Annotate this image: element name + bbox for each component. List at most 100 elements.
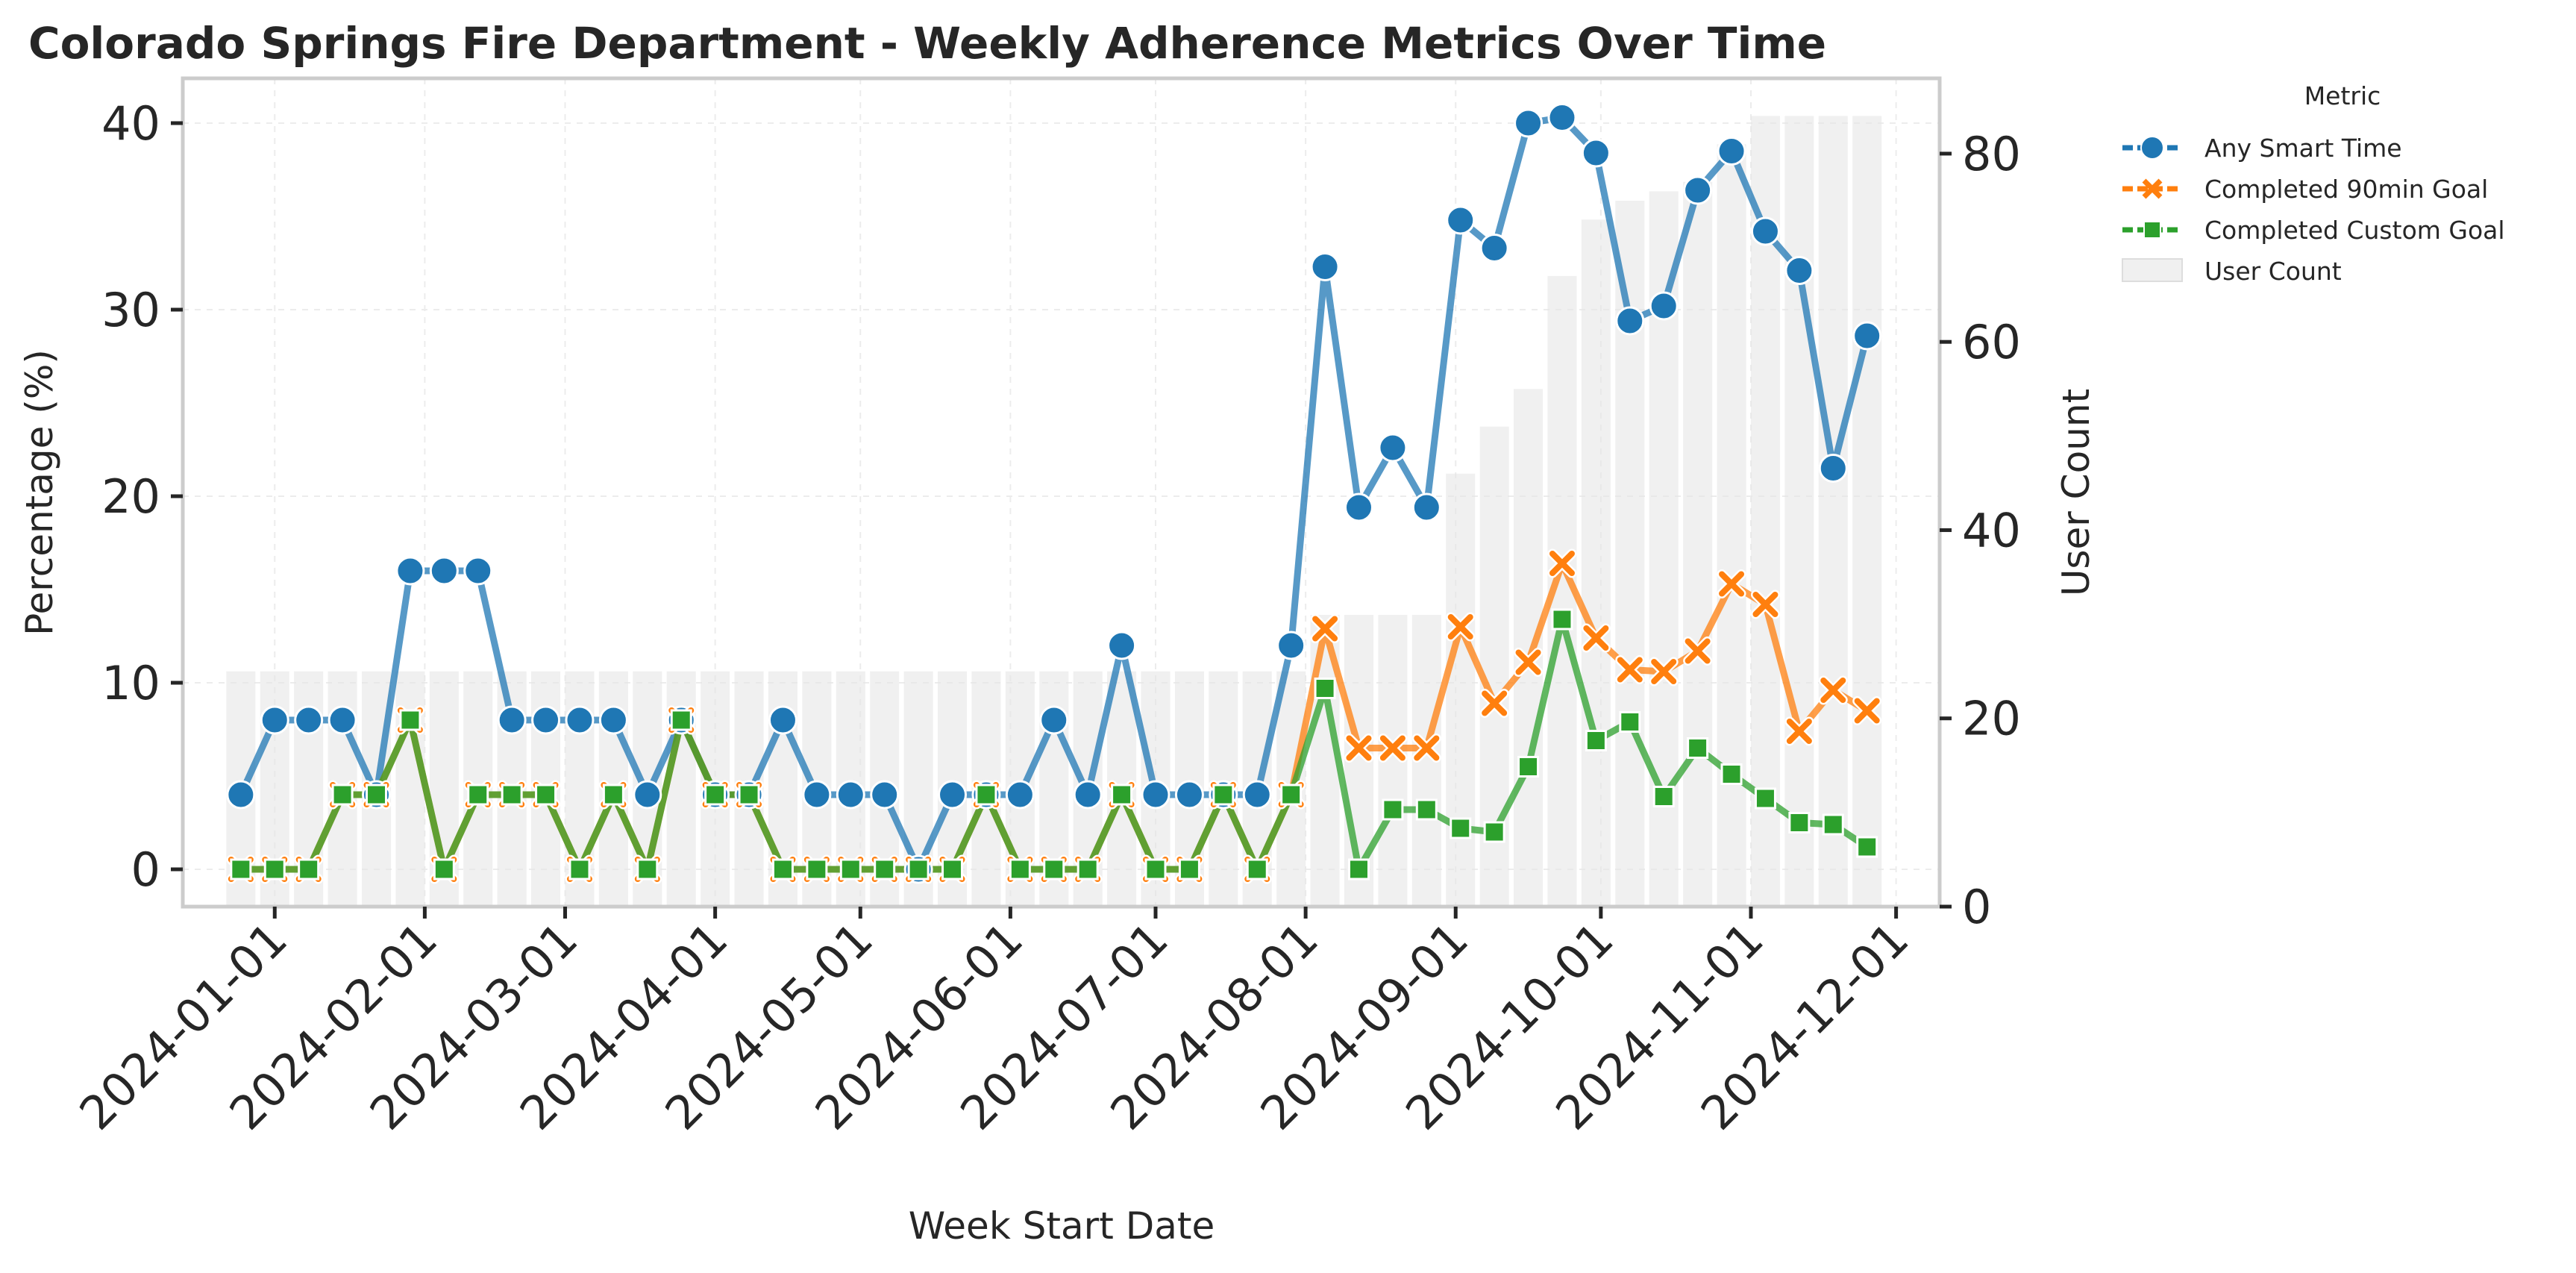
- point-90min-goal: [1414, 735, 1440, 761]
- point-any-smart-time: [531, 705, 561, 735]
- point-90min-goal: [1482, 690, 1508, 716]
- y-tick-label-right: 80: [1962, 127, 2021, 181]
- point-custom-goal: [907, 858, 930, 881]
- y-tick-label-left: 0: [131, 842, 160, 897]
- bar-user-count: [1750, 116, 1780, 907]
- point-any-smart-time: [226, 780, 256, 810]
- point-any-smart-time: [1750, 216, 1780, 246]
- point-90min-goal: [1447, 614, 1473, 639]
- point-custom-goal: [1619, 711, 1641, 733]
- point-custom-goal: [704, 783, 727, 806]
- point-custom-goal: [1687, 737, 1709, 759]
- series-lines: [226, 103, 1882, 884]
- point-custom-goal: [399, 709, 422, 731]
- y-tick-label-left: 20: [101, 469, 160, 524]
- point-any-smart-time: [768, 705, 797, 735]
- bar-user-count: [1717, 144, 1746, 907]
- point-any-smart-time: [870, 780, 900, 810]
- x-axis-label: Week Start Date: [909, 1204, 1215, 1248]
- point-90min-goal: [1651, 659, 1677, 684]
- point-90min-goal: [1346, 735, 1372, 761]
- point-90min-goal: [1583, 625, 1609, 651]
- bar-user-count: [1784, 116, 1814, 907]
- point-90min-goal: [1719, 571, 1745, 597]
- bar-user-count: [1683, 181, 1713, 907]
- point-any-smart-time: [836, 780, 865, 810]
- bar-user-count: [1446, 473, 1476, 907]
- point-any-smart-time: [1276, 631, 1306, 660]
- point-custom-goal: [1043, 858, 1065, 881]
- point-custom-goal: [263, 858, 286, 881]
- point-custom-goal: [602, 783, 624, 806]
- point-any-smart-time: [429, 556, 459, 586]
- point-any-smart-time: [1581, 138, 1611, 168]
- point-custom-goal: [771, 858, 794, 881]
- y-tick-label-right: 60: [1962, 315, 2021, 369]
- point-custom-goal: [636, 858, 659, 881]
- point-custom-goal: [1382, 798, 1404, 821]
- legend-marker: [2142, 178, 2163, 199]
- point-any-smart-time: [1174, 780, 1204, 810]
- point-any-smart-time: [598, 705, 628, 735]
- point-any-smart-time: [1344, 492, 1373, 522]
- point-any-smart-time: [1446, 205, 1476, 235]
- point-any-smart-time: [1310, 252, 1340, 281]
- y-tick-label-right: 20: [1962, 692, 2021, 746]
- point-custom-goal: [1415, 798, 1438, 821]
- point-custom-goal: [1450, 817, 1472, 839]
- point-custom-goal: [1212, 783, 1235, 806]
- point-custom-goal: [1483, 821, 1505, 843]
- point-custom-goal: [1551, 608, 1573, 631]
- point-any-smart-time: [1818, 454, 1848, 483]
- point-any-smart-time: [1141, 780, 1171, 810]
- point-any-smart-time: [1514, 108, 1544, 138]
- point-custom-goal: [738, 783, 760, 806]
- point-any-smart-time: [1784, 256, 1814, 285]
- point-custom-goal: [975, 783, 997, 806]
- legend: Metric Any Smart Time Completed 90min Goal…: [2122, 81, 2505, 286]
- point-custom-goal: [839, 858, 862, 881]
- chart-title: Colorado Springs Fire Department - Weekl…: [28, 18, 1826, 69]
- point-custom-goal: [1517, 756, 1540, 778]
- point-custom-goal: [1009, 858, 1031, 881]
- point-any-smart-time: [938, 780, 968, 810]
- point-custom-goal: [1246, 858, 1268, 881]
- point-any-smart-time: [1547, 103, 1577, 132]
- point-custom-goal: [568, 858, 591, 881]
- legend-label: User Count: [2204, 257, 2342, 286]
- point-any-smart-time: [1039, 705, 1069, 735]
- point-90min-goal: [1617, 657, 1643, 683]
- point-90min-goal: [1786, 719, 1812, 744]
- point-custom-goal: [298, 858, 320, 881]
- point-90min-goal: [1312, 616, 1338, 642]
- bar-user-count: [1818, 116, 1848, 907]
- point-custom-goal: [1822, 813, 1844, 836]
- point-90min-goal: [1685, 638, 1711, 664]
- point-custom-goal: [1856, 836, 1878, 858]
- point-90min-goal: [1379, 735, 1405, 761]
- point-any-smart-time: [633, 780, 662, 810]
- point-custom-goal: [433, 858, 455, 881]
- legend-marker: [2140, 136, 2164, 160]
- point-custom-goal: [1788, 812, 1811, 833]
- y-tick-label-right: 40: [1962, 503, 2021, 557]
- point-any-smart-time: [802, 780, 832, 810]
- point-any-smart-time: [1411, 492, 1441, 522]
- legend-label: Completed Custom Goal: [2204, 216, 2505, 245]
- plot-frame: [181, 76, 1942, 909]
- point-any-smart-time: [260, 705, 289, 735]
- point-any-smart-time: [565, 705, 595, 735]
- point-any-smart-time: [1005, 780, 1035, 810]
- point-custom-goal: [1144, 858, 1167, 881]
- point-any-smart-time: [1242, 780, 1272, 810]
- point-custom-goal: [1077, 858, 1099, 881]
- point-any-smart-time: [395, 556, 425, 586]
- point-custom-goal: [1652, 786, 1675, 807]
- point-custom-goal: [1720, 763, 1743, 785]
- point-any-smart-time: [1615, 306, 1645, 336]
- point-any-smart-time: [328, 705, 357, 735]
- y-tick-label-left: 30: [101, 283, 160, 337]
- point-any-smart-time: [1107, 631, 1137, 660]
- point-custom-goal: [331, 783, 354, 806]
